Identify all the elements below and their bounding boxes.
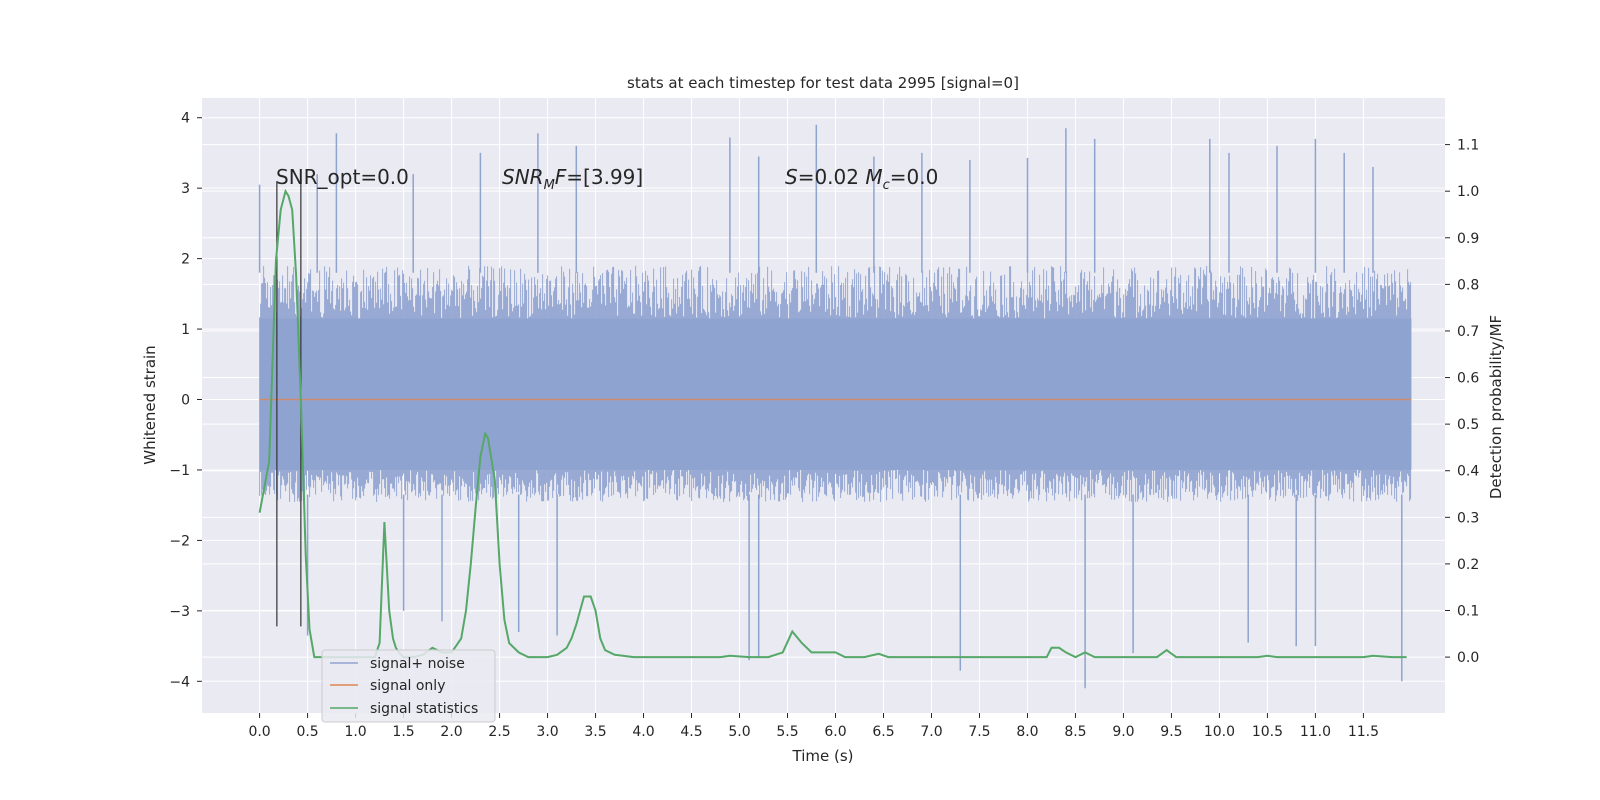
- x-tick-label: 3.5: [584, 724, 606, 740]
- y-ticks-right: 1.1 1.0 0.9 0.8 0.7 0.6 0.5 0.4 0.3 0.2 0.1 0.0: [1445, 138, 1479, 666]
- y-right-tick-label: 0.4: [1457, 464, 1479, 480]
- y-ticks-left: 4 3 2 1 0 −1 −2 −3 −4: [169, 111, 202, 690]
- y-right-tick-label: 0.9: [1457, 231, 1479, 247]
- y-right-tick-label: 0.5: [1457, 417, 1479, 433]
- y-tick-label: −2: [169, 533, 190, 549]
- y-tick-label: −1: [169, 463, 190, 479]
- x-tick-label: 2.0: [440, 724, 462, 740]
- y-right-tick-label: 0.6: [1457, 371, 1479, 387]
- x-tick-label: 1.5: [392, 724, 414, 740]
- x-tick-label: 3.0: [536, 724, 558, 740]
- x-tick-label: 6.0: [824, 724, 846, 740]
- x-tick-label: 4.5: [680, 724, 702, 740]
- legend: signal+ noise signal only signal statist…: [321, 649, 496, 723]
- annotation-s-mc: S=0.02 Mc=0.0: [785, 165, 938, 193]
- legend-label-signal-only: signal only: [370, 678, 445, 694]
- y-tick-label: 1: [181, 322, 190, 338]
- x-axis-label: Time (s): [792, 747, 854, 765]
- x-tick-label: 4.0: [632, 724, 654, 740]
- y-right-tick-label: 0.2: [1457, 557, 1479, 573]
- y-right-tick-label: 1.1: [1457, 138, 1479, 154]
- x-tick-label: 10.5: [1252, 724, 1283, 740]
- y-axis-label: Whitened strain: [141, 345, 159, 464]
- y-tick-label: 0: [181, 393, 190, 409]
- y-right-tick-label: 0.7: [1457, 324, 1479, 340]
- x-tick-label: 10.0: [1204, 724, 1235, 740]
- x-tick-label: 11.0: [1300, 724, 1331, 740]
- x-tick-label: 9.5: [1160, 724, 1182, 740]
- y-axis-right-label: Detection probability/MF: [1487, 315, 1505, 499]
- y-tick-label: −4: [169, 674, 190, 690]
- x-tick-label: 0.0: [248, 724, 270, 740]
- noise-spikes: [258, 124, 1403, 689]
- x-tick-label: 6.5: [872, 724, 894, 740]
- y-right-tick-label: 0.0: [1457, 650, 1479, 666]
- x-tick-label: 7.5: [968, 724, 990, 740]
- annotation-snr-mf: SNRMF=[3.99]: [502, 165, 643, 193]
- x-tick-label: 2.5: [488, 724, 510, 740]
- x-tick-label: 8.0: [1016, 724, 1038, 740]
- legend-box: [321, 649, 496, 723]
- chart-title: stats at each timestep for test data 299…: [627, 74, 1019, 92]
- x-tick-label: 0.5: [296, 724, 318, 740]
- x-tick-label: 5.5: [776, 724, 798, 740]
- x-tick-label: 11.5: [1348, 724, 1379, 740]
- annotation-snr-opt: SNR_opt=0.0: [276, 165, 409, 189]
- x-tick-label: 5.0: [728, 724, 750, 740]
- y-tick-label: 4: [181, 111, 190, 127]
- x-ticks: 0.0 0.5 1.0 1.5 2.0 2.5 3.0 3.5 4.0 4.5 5.0 5.5 6.0 6…: [248, 713, 1379, 740]
- y-right-tick-label: 1.0: [1457, 184, 1479, 200]
- y-right-tick-label: 0.3: [1457, 510, 1479, 526]
- x-tick-label: 9.0: [1112, 724, 1134, 740]
- y-tick-label: 2: [181, 252, 190, 268]
- legend-label-signal-statistics: signal statistics: [370, 701, 478, 717]
- x-tick-label: 8.5: [1064, 724, 1086, 740]
- noise-band: [259, 265, 1412, 502]
- x-tick-label: 1.0: [344, 724, 366, 740]
- y-tick-label: −3: [169, 604, 190, 620]
- x-tick-label: 7.0: [920, 724, 942, 740]
- y-tick-label: 3: [181, 181, 190, 197]
- y-right-tick-label: 0.8: [1457, 277, 1479, 293]
- signal-noise-series: [258, 124, 1412, 689]
- y-right-tick-label: 0.1: [1457, 604, 1479, 620]
- legend-label-signal-noise: signal+ noise: [370, 656, 465, 672]
